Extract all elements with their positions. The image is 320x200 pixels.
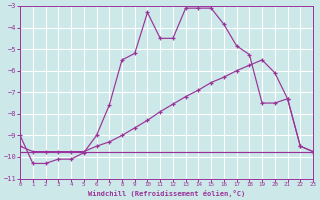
X-axis label: Windchill (Refroidissement éolien,°C): Windchill (Refroidissement éolien,°C) (88, 190, 245, 197)
